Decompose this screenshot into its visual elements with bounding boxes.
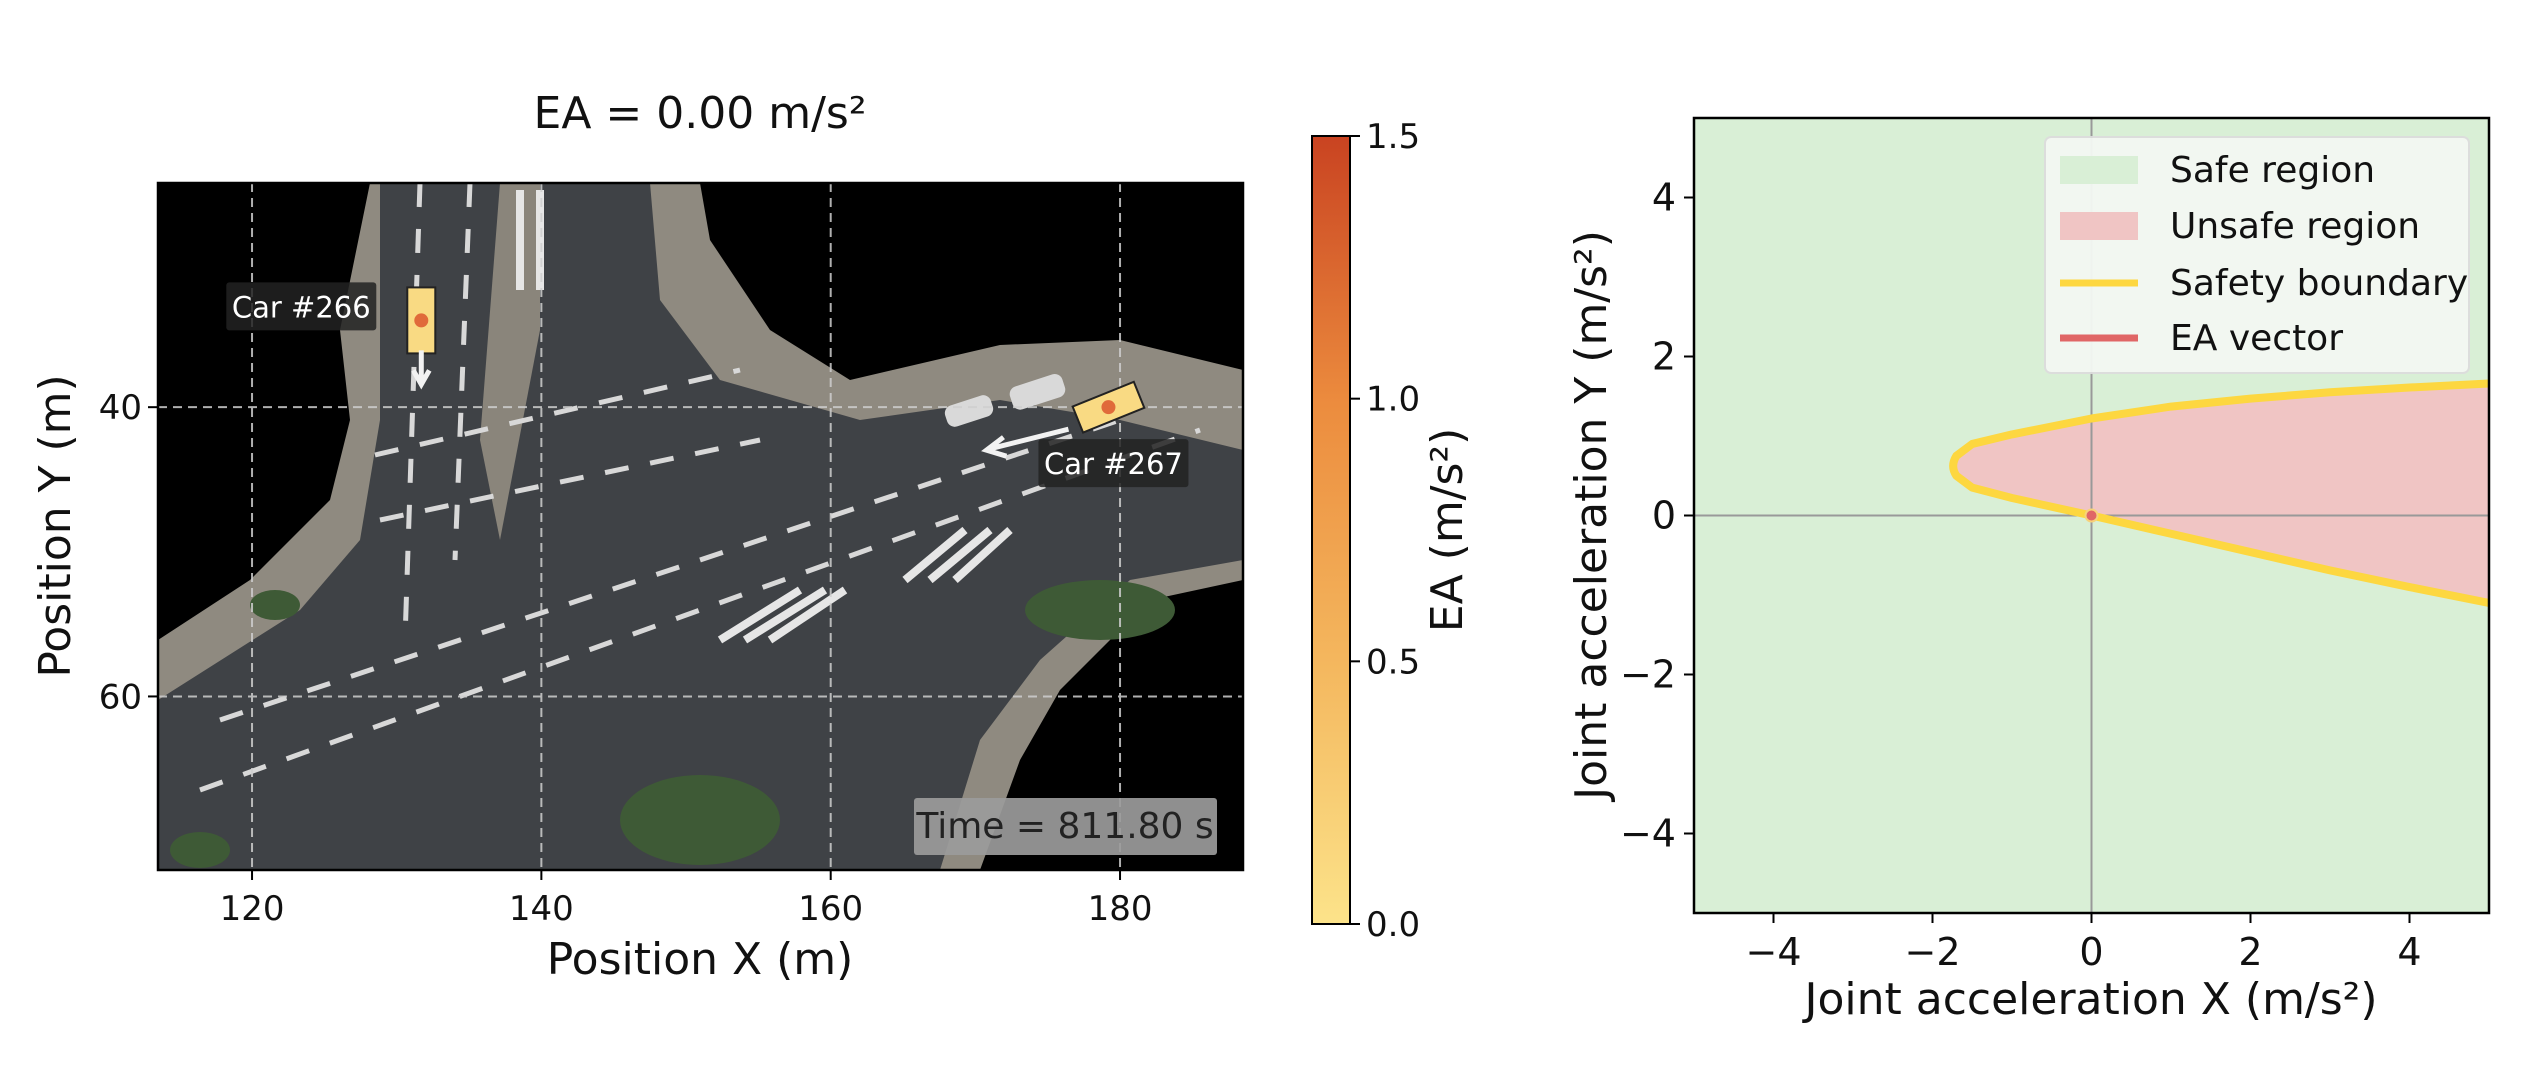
time-annotation: Time = 811.80 s bbox=[914, 798, 1217, 855]
legend-box bbox=[2044, 136, 2470, 374]
left-ylabel: Position Y (m) bbox=[30, 374, 81, 677]
right-ticks: −4 −2 0 2 4 −4 −2 0 2 4 bbox=[1620, 176, 2422, 975]
crosswalk-hatches bbox=[516, 190, 1013, 644]
left-ytick-label-0: 40 bbox=[99, 388, 142, 428]
vehicle-1: Car #267 bbox=[981, 380, 1189, 488]
legend-label-ea: EA vector bbox=[2170, 318, 2343, 359]
vehicle-label-0: Car #266 bbox=[226, 282, 377, 331]
left-xtick-label-3: 180 bbox=[1088, 889, 1153, 929]
colorbar-tick-label-3: 1.5 bbox=[1366, 117, 1420, 157]
left-xtick-label-0: 120 bbox=[220, 889, 285, 929]
colorbar-tick-label-1: 0.5 bbox=[1366, 642, 1420, 682]
right-xtick-label-2: 0 bbox=[2079, 930, 2103, 974]
legend-label-boundary: Safety boundary bbox=[2170, 263, 2468, 304]
left-xtick-label-2: 160 bbox=[798, 889, 863, 929]
right-ytick-label-2: 0 bbox=[1652, 494, 1676, 538]
vegetation bbox=[170, 580, 1175, 868]
vehicle-0: Car #266 bbox=[226, 282, 437, 390]
legend-swatch-safe bbox=[2060, 156, 2138, 184]
legend-label-unsafe: Unsafe region bbox=[2170, 206, 2420, 247]
right-ylabel: Joint acceleration Y (m/s²) bbox=[1566, 230, 1617, 803]
vehicle-label-1: Car #267 bbox=[1038, 439, 1189, 488]
legend-label-safe: Safe region bbox=[2170, 150, 2375, 191]
right-xtick-label-1: −2 bbox=[1904, 930, 1960, 974]
colorbar-tick-label-2: 1.0 bbox=[1366, 380, 1420, 420]
vehicle-label-text-1: Car #267 bbox=[1044, 447, 1183, 481]
right-ytick-label-3: 2 bbox=[1652, 335, 1676, 379]
lane-markings bbox=[199, 183, 1201, 793]
right-xtick-label-0: −4 bbox=[1745, 930, 1801, 974]
legend-swatch-unsafe bbox=[2060, 212, 2138, 240]
road-surface bbox=[158, 183, 1243, 870]
left-xtick-label-1: 140 bbox=[509, 889, 574, 929]
colorbar-tick-label-0: 0.0 bbox=[1366, 905, 1420, 945]
right-xtick-label-3: 2 bbox=[2238, 930, 2262, 974]
right-ytick-label-0: −4 bbox=[1620, 812, 1676, 856]
time-text: Time = 811.80 s bbox=[915, 806, 1213, 847]
colorbar-label: EA (m/s²) bbox=[1422, 428, 1473, 632]
left-axes-frame bbox=[156, 181, 1245, 872]
right-ytick-label-1: −2 bbox=[1620, 653, 1676, 697]
colorbar-gradient bbox=[1311, 135, 1351, 925]
vehicle-heading-arrow-0 bbox=[411, 350, 432, 390]
left-grid bbox=[158, 183, 1243, 870]
colorbar-ticks: 0.0 0.5 1.0 1.5 bbox=[1350, 117, 1420, 945]
vehicle-center-0 bbox=[414, 313, 429, 328]
right-xtick-label-4: 4 bbox=[2397, 930, 2421, 974]
vehicles: Car #266 Car #267 bbox=[226, 282, 1189, 488]
left-ticks: 120 140 160 180 40 60 bbox=[99, 388, 1153, 929]
left-title: EA = 0.00 m/s² bbox=[534, 88, 867, 139]
aerial-map: Car #266 Car #267 bbox=[158, 183, 1243, 870]
colorbar: 0.0 0.5 1.0 1.5 EA (m/s²) bbox=[1311, 117, 1473, 945]
unsafe-region bbox=[1953, 383, 2489, 603]
vehicle-label-text-0: Car #266 bbox=[232, 290, 371, 324]
right-xlabel: Joint acceleration X (m/s²) bbox=[1802, 974, 2378, 1025]
median bbox=[480, 183, 540, 540]
left-ytick-label-1: 60 bbox=[99, 677, 142, 717]
legend: Safe region Unsafe region Safety boundar… bbox=[2044, 136, 2470, 374]
vehicle-center-1 bbox=[1101, 400, 1116, 415]
parked-cars bbox=[944, 374, 1066, 427]
vehicle-heading-arrow-1 bbox=[981, 426, 1070, 459]
safety-boundary bbox=[1949, 379, 2489, 607]
left-xlabel: Position X (m) bbox=[547, 934, 854, 985]
right-ytick-label-4: 4 bbox=[1652, 176, 1676, 220]
ea-vector-point bbox=[2084, 508, 2099, 523]
